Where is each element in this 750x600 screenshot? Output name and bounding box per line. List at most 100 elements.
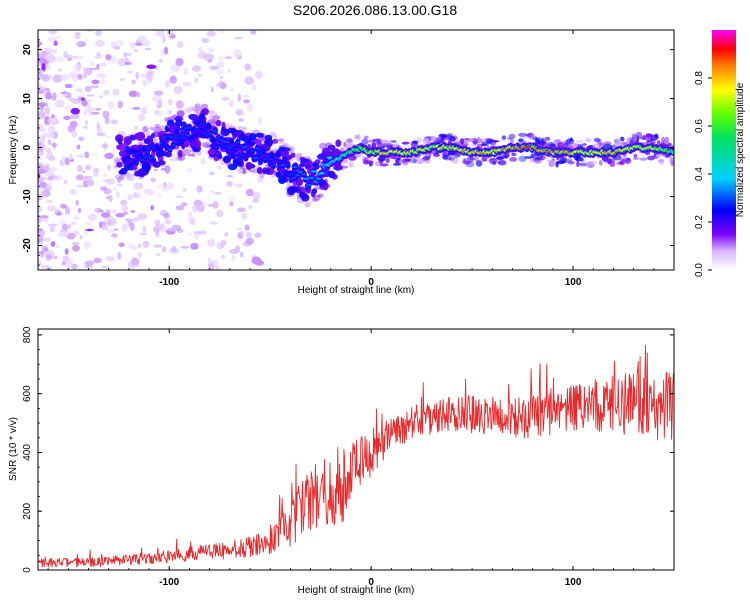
noise-cell: [121, 223, 128, 232]
noise-cell: [73, 216, 80, 220]
noise-cell: [55, 245, 61, 248]
noise-cell: [38, 237, 41, 244]
noise-cell: [227, 195, 237, 203]
ridge-cell: [125, 156, 131, 160]
ridge-cell: [206, 125, 212, 128]
halo-cell: [647, 155, 655, 161]
noise-cell: [71, 263, 78, 270]
noise-cell: [38, 102, 47, 107]
ridge-cell: [235, 141, 241, 144]
noise-cell: [221, 96, 230, 101]
noise-cell: [214, 265, 220, 270]
noise-cell: [93, 257, 102, 264]
noise-cell: [44, 170, 54, 177]
noise-cell: [129, 222, 135, 231]
halo-cell: [523, 136, 528, 140]
halo-cell: [317, 193, 324, 198]
noise-cell: [98, 95, 103, 99]
noise-cell: [228, 100, 234, 108]
noise-cell: [224, 232, 229, 237]
noise-cell: [142, 240, 150, 248]
noise-cell: [48, 125, 56, 134]
noise-cell: [117, 100, 124, 109]
ridge-side-cell: [115, 134, 124, 143]
noise-cell: [134, 125, 139, 130]
noise-cell: [114, 228, 119, 231]
noise-cell: [90, 85, 100, 89]
halo-cell: [576, 161, 580, 168]
noise-cell: [95, 30, 102, 37]
halo-cell: [567, 160, 575, 165]
halo-cell: [483, 137, 493, 142]
noise-cell: [232, 254, 235, 261]
noise-cell: [164, 165, 171, 174]
halo-cell: [518, 132, 528, 137]
ridge-cell: [671, 151, 674, 154]
noise-cell: [91, 79, 100, 85]
noise-cell: [216, 209, 224, 218]
ridge-side-cell: [288, 185, 298, 194]
noise-cell: [84, 85, 92, 93]
spectrogram-frame: [37, 29, 675, 271]
ridge-cell: [170, 144, 176, 147]
ridge-cell: [280, 164, 286, 167]
noise-cell: [196, 185, 203, 193]
halo-cell: [148, 126, 155, 131]
noise-cell: [79, 91, 86, 98]
noise-cell: [64, 83, 73, 89]
noise-cell: [207, 203, 215, 208]
noise-cell: [43, 47, 51, 51]
noise-cell: [162, 246, 167, 253]
halo-cell: [475, 160, 483, 167]
snr-series-line: [38, 344, 674, 568]
y-tick-label: 0: [22, 144, 33, 150]
halo-cell: [511, 152, 517, 156]
halo-cell: [492, 140, 500, 143]
y-tick-label: 400: [22, 444, 33, 461]
noise-cell: [153, 90, 164, 96]
halo-cell: [407, 145, 412, 149]
noise-cell: [255, 70, 263, 79]
ridge-side-cell: [272, 138, 279, 144]
halo-cell: [504, 155, 508, 160]
noise-cell: [47, 200, 51, 204]
noise-cell: [94, 54, 103, 59]
noise-cell: [75, 199, 79, 206]
noise-cell: [38, 110, 46, 117]
noise-cell: [167, 110, 173, 114]
noise-cell: [110, 218, 117, 226]
halo-cell: [153, 168, 158, 172]
noise-cell: [104, 117, 110, 125]
halo-cell: [440, 136, 445, 143]
ridge-cell: [143, 156, 149, 159]
ridge-side-cell: [118, 143, 127, 151]
halo-cell: [462, 140, 470, 143]
halo-cell: [154, 138, 161, 143]
noise-cell: [190, 242, 199, 250]
noise-cell: [144, 47, 152, 51]
noise-cell: [153, 244, 163, 248]
noise-cell: [236, 207, 246, 213]
ridge-cell: [172, 136, 178, 139]
ridge-side-cell: [169, 124, 175, 133]
noise-cell: [84, 164, 92, 171]
noise-cell: [52, 255, 58, 260]
halo-cell: [354, 134, 359, 140]
halo-cell: [311, 197, 318, 203]
ridge-side-cell: [215, 119, 222, 127]
snr-ticks: -100 0 100 0 200 400 600 800: [22, 326, 675, 588]
ridge-cell: [211, 139, 217, 142]
noise-cell: [100, 212, 111, 218]
halo-cell: [639, 157, 648, 161]
noise-cell: [94, 207, 103, 213]
noise-cell: [58, 219, 67, 226]
noise-cell: [53, 146, 56, 150]
halo-cell: [585, 138, 592, 143]
noise-cell: [76, 96, 82, 104]
noise-cell: [103, 173, 107, 178]
ridge-cell: [282, 158, 288, 161]
halo-cell: [450, 136, 456, 142]
noise-cell: [91, 153, 98, 156]
halo-cell: [582, 156, 587, 163]
